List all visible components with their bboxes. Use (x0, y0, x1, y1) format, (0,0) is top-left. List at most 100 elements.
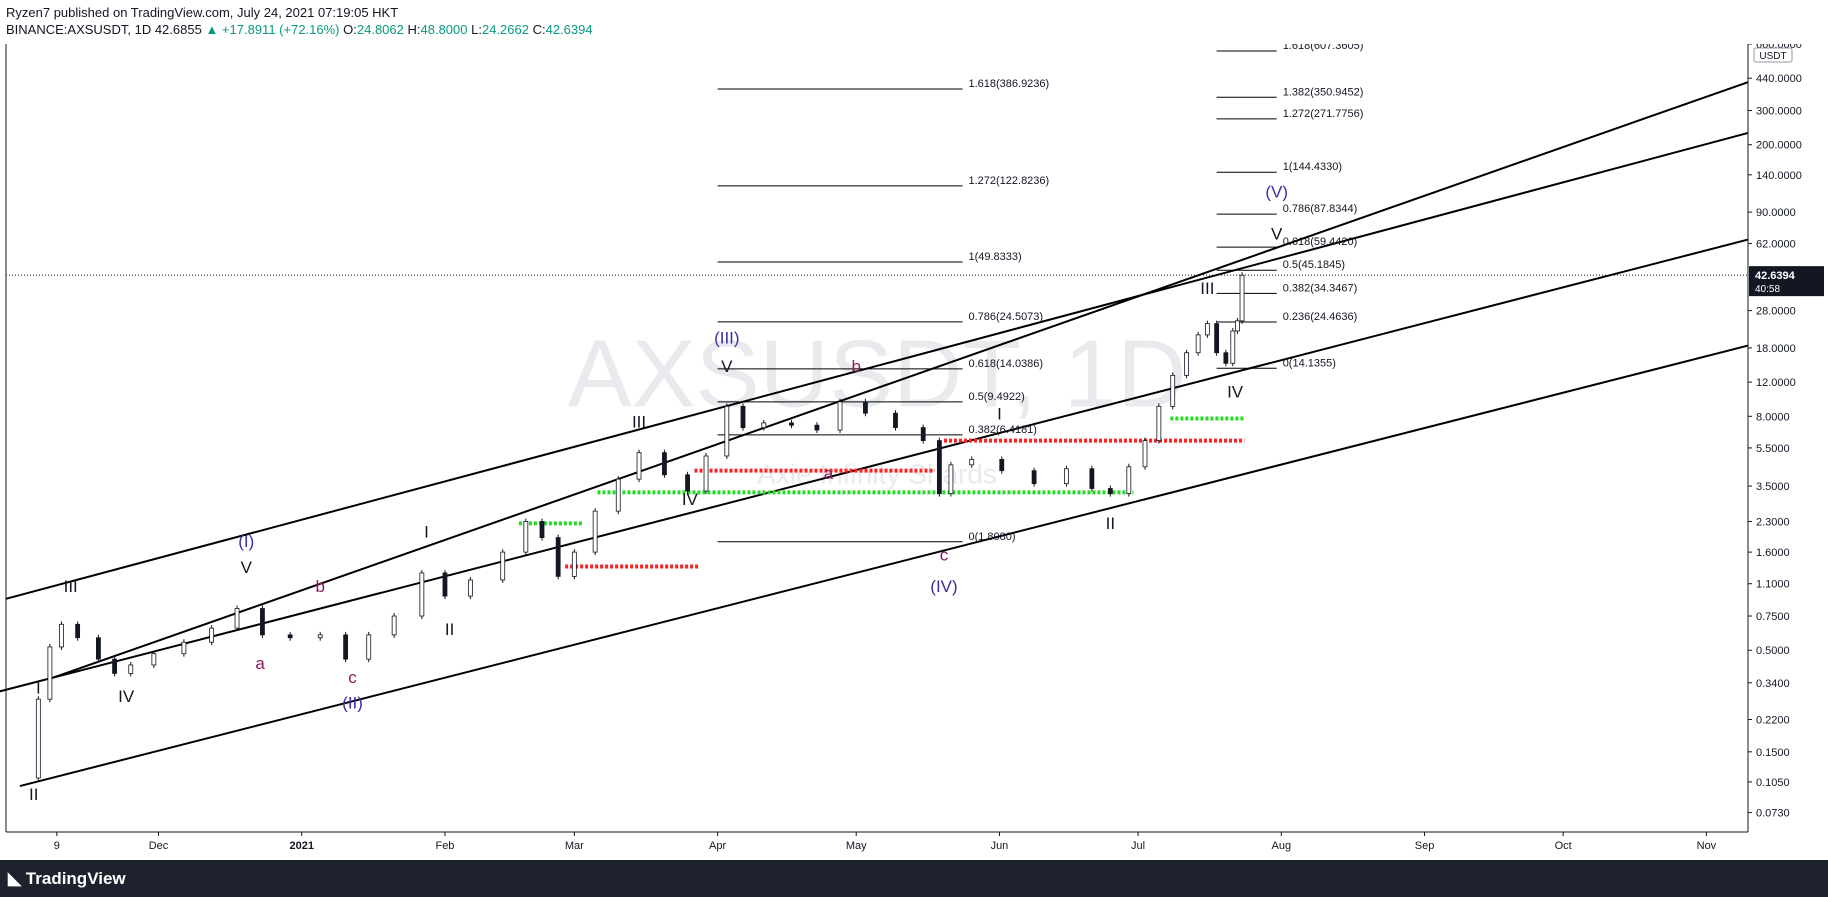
candle-body (662, 452, 667, 476)
wave-label-25: (V) (1265, 183, 1288, 202)
x-axis-panel (0, 832, 1828, 860)
price-label-countdown: 40:58 (1755, 284, 1780, 295)
candle-body (920, 427, 926, 441)
x-tick-label-6: May (846, 840, 867, 852)
wave-label-9: (II) (342, 694, 363, 713)
fib-label-9: 1.382(350.9452) (1283, 86, 1364, 98)
candle-body (47, 646, 53, 700)
candle-body (636, 452, 642, 480)
wave-label-10: I (424, 523, 429, 542)
wave-label-11: II (445, 620, 454, 639)
fib-label-17: 0(14.1355) (1283, 357, 1336, 369)
fib-label-16: 0.236(24.4636) (1283, 311, 1358, 323)
x-tick-label-3: Feb (435, 840, 454, 852)
wave-label-18: c (940, 545, 949, 564)
tradingview-logo-text: TradingView (25, 869, 126, 888)
candle-body (112, 658, 117, 674)
watermark-text: AXSUSDT, 1D (568, 320, 1187, 427)
candle-body (234, 608, 240, 629)
candle-body (936, 440, 942, 495)
fib-label-5: 0.5(9.4922) (968, 391, 1024, 403)
candle-body (1204, 323, 1210, 336)
wave-label-4: V (241, 558, 253, 577)
candle-body (703, 455, 709, 492)
fib-label-0: 1.618(386.9236) (968, 78, 1049, 90)
candle-body (571, 551, 577, 577)
wave-label-20: I (997, 405, 1002, 424)
wave-label-3: IV (118, 687, 135, 706)
wave-label-19: (IV) (930, 577, 957, 596)
fib-label-1: 1.272(122.8236) (968, 175, 1049, 187)
candle-body (467, 579, 473, 597)
candle-body (1235, 320, 1240, 332)
fib-label-15: 0.382(34.3467) (1283, 282, 1358, 294)
y-tick-label-3: 200.0000 (1756, 140, 1802, 152)
high-value: 48.8000 (420, 22, 468, 37)
candle-body (1214, 323, 1220, 354)
wave-label-12: III (632, 413, 646, 432)
candle-body (419, 572, 425, 617)
channel-line-1 (5, 131, 1749, 600)
y-tick-label-20: 0.1500 (1756, 747, 1790, 759)
y-tick-label-6: 62.0000 (1756, 239, 1796, 251)
fib-label-6: 0.382(6.4181) (968, 424, 1037, 436)
close-label: C: (532, 22, 546, 37)
fib-label-2: 1(49.8333) (968, 251, 1021, 263)
candle-body (500, 551, 506, 581)
fib-label-3: 0.786(24.5073) (968, 311, 1043, 323)
wave-label-6: a (255, 654, 265, 673)
low-value: 24.2662 (481, 22, 529, 37)
y-tick-label-16: 0.7500 (1756, 611, 1790, 623)
fib-label-14: 0.5(45.1845) (1283, 259, 1345, 271)
fib-label-11: 1(144.4330) (1283, 161, 1342, 173)
x-tick-label-1: Dec (149, 840, 169, 852)
watermark: AXSUSDT, 1D Axie Infinity Shards (568, 320, 1187, 489)
candle-body (1031, 470, 1037, 485)
channel-line-0 (51, 81, 1749, 679)
candle-body (1156, 405, 1162, 441)
candle-body (863, 401, 868, 414)
y-tick-label-4: 140.0000 (1756, 170, 1802, 182)
publisher-line: Ryzen7 published on TradingView.com, Jul… (6, 5, 399, 20)
wave-label-15: (III) (714, 328, 740, 347)
candle-body (1142, 440, 1148, 468)
y-tick-label-18: 0.3400 (1756, 678, 1790, 690)
candle-body (740, 405, 746, 428)
open-value: 24.8062 (356, 22, 404, 37)
x-tick-label-10: Sep (1415, 840, 1435, 852)
candle-body (59, 623, 64, 648)
candle-body (615, 478, 621, 512)
candle-body (366, 634, 372, 660)
candle-body (75, 623, 81, 639)
wave-label-17: b (851, 357, 860, 376)
y-tick-label-13: 2.3000 (1756, 516, 1790, 528)
x-tick-label-0: 9 (54, 840, 60, 852)
y-tick-label-1: 440.0000 (1756, 73, 1802, 85)
wave-label-1: II (29, 785, 38, 804)
y-tick-label-22: 0.0730 (1756, 808, 1790, 820)
low-label: L: (471, 22, 482, 37)
candle-body (1184, 352, 1189, 376)
candle-body (1170, 374, 1176, 407)
chart-header: Ryzen7 published on TradingView.com, Jul… (0, 0, 1828, 44)
wave-label-5: (I) (238, 532, 254, 551)
wave-label-24: V (1271, 225, 1283, 244)
candle-body (893, 412, 898, 428)
candle-body (181, 641, 187, 655)
fib-label-10: 1.272(271.7756) (1283, 108, 1364, 120)
wave-label-14: V (721, 357, 733, 376)
fib-label-7: 0(1.8080) (968, 531, 1015, 543)
candle-body (442, 572, 448, 597)
candle-body (685, 474, 690, 492)
footer: ◣ TradingView (0, 860, 1828, 897)
candle-body (948, 464, 954, 495)
y-tick-label-5: 90.0000 (1756, 207, 1796, 219)
high-label: H: (407, 22, 421, 37)
fib-label-4: 0.618(14.0386) (968, 358, 1043, 370)
candle-body (999, 459, 1005, 472)
chart-canvas[interactable]: AXSUSDT, 1D Axie Infinity Shards 1.618(38… (0, 44, 1828, 860)
ohlc-line: BINANCE:AXSUSDT, 1D 42.6855 ▲ +17.8911 (… (6, 22, 593, 37)
support-lines (518, 416, 1245, 569)
candle-body (592, 510, 598, 553)
tradingview-logo[interactable]: ◣ TradingView (8, 869, 126, 889)
